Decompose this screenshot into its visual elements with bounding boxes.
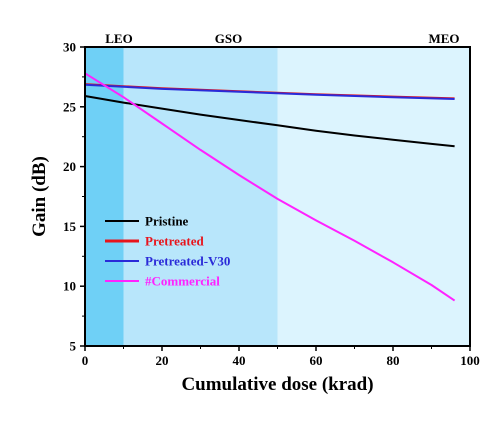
- y-tick-label: 25: [63, 99, 77, 114]
- x-axis-title: Cumulative dose (krad): [181, 374, 373, 395]
- y-axis-title: Gain (dB): [29, 156, 50, 237]
- y-tick-label: 20: [63, 159, 76, 174]
- region-meo: [277, 47, 470, 346]
- legend-label-pretreated: Pretreated: [145, 234, 204, 249]
- region-gso: [123, 47, 278, 346]
- x-axis-ticks: 0 20 40 60 80 100: [82, 346, 480, 368]
- legend-label-pristine: Pristine: [145, 214, 189, 229]
- y-tick-label: 10: [63, 279, 76, 294]
- x-tick-label: 100: [460, 353, 480, 368]
- series-line-pretreated-v30: [84, 83, 455, 100]
- region-label-gso: GSO: [215, 31, 242, 46]
- x-tick-label: 0: [82, 353, 89, 368]
- x-tick-label: 40: [233, 353, 246, 368]
- orbit-regions: [85, 47, 470, 346]
- region-label-meo: MEO: [428, 31, 459, 46]
- series-line-commercial: [84, 72, 456, 302]
- x-tick-label: 80: [387, 353, 400, 368]
- legend: Pristine Pretreated Pretreated-V30 #Commerc…: [105, 214, 230, 289]
- region-leo: [85, 47, 124, 346]
- y-tick-label: 5: [70, 339, 77, 354]
- legend-label-pretreated-v30: Pretreated-V30: [145, 254, 230, 269]
- y-tick-label: 30: [63, 40, 76, 55]
- x-tick-label: 60: [310, 353, 323, 368]
- orbit-region-labels: LEO GSO MEO: [105, 31, 459, 46]
- series-line-pristine: [84, 95, 455, 148]
- legend-label-commercial: #Commercial: [145, 274, 220, 289]
- y-tick-label: 15: [63, 219, 77, 234]
- x-tick-label: 20: [156, 353, 169, 368]
- region-label-leo: LEO: [105, 31, 132, 46]
- y-axis-ticks: 5 10 15 20 25 30: [63, 40, 85, 354]
- series-lines: [84, 72, 456, 302]
